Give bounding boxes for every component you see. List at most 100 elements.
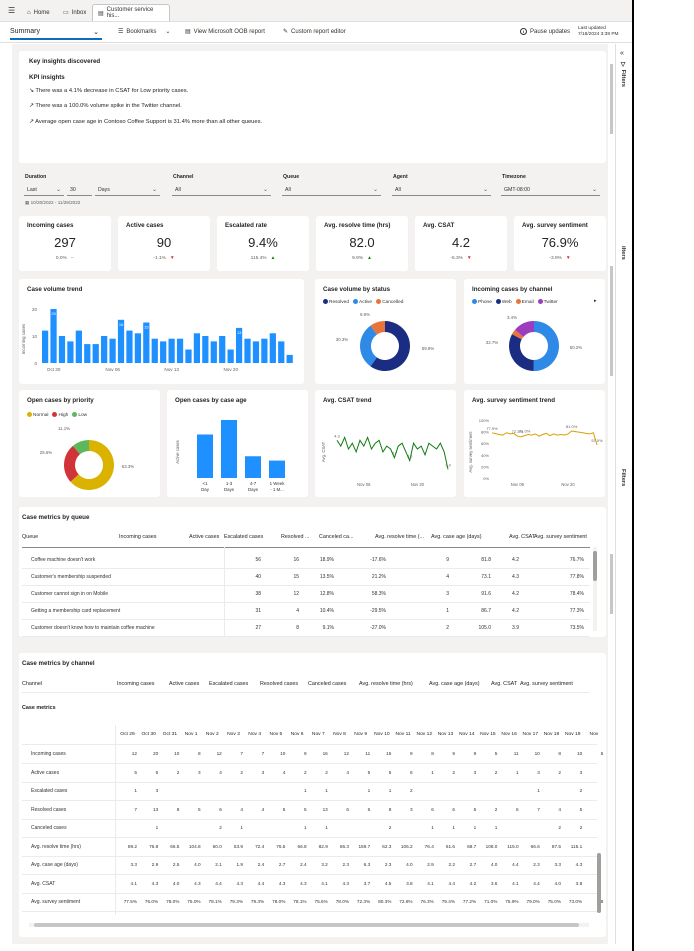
table-cell: 66.3 (339, 843, 349, 849)
filter-icon: ▽ (620, 62, 626, 70)
x-tick-label: 4-7 (250, 481, 257, 486)
table-cell: 1 (431, 769, 434, 775)
last-updated-label: Last updated (578, 26, 606, 31)
column-header: Avg. case age (days) (429, 681, 480, 687)
row-divider (22, 781, 597, 783)
pane-scrollbar[interactable] (610, 266, 613, 376)
data-label: 3.6 (407, 454, 413, 459)
agent-select[interactable]: All ⌄ (392, 185, 491, 196)
table-cell: 10 (576, 751, 583, 756)
date-header: Nov (589, 732, 599, 737)
toolbar: Summary ⌄ ☰ Bookmarks ⌄ ▤ View Microsoft OOB… (0, 23, 632, 43)
table-cell: 9 (446, 557, 449, 563)
legend-next-icon[interactable]: ▸ (594, 298, 597, 304)
table-cell: 40 (255, 574, 261, 580)
bar (58, 336, 66, 363)
table-cell: 3.3 (130, 862, 137, 867)
table-cell: 20 (152, 751, 159, 756)
table-cell: 3 (197, 769, 201, 775)
table-cell: 1 (537, 788, 540, 793)
view-oob-report-button[interactable]: ▤ View Microsoft OOB report (185, 28, 265, 36)
scrollbar-thumb[interactable] (593, 551, 597, 581)
bar (193, 333, 201, 363)
queue-select[interactable]: All ⌄ (282, 185, 381, 196)
date-header: Nov 18 (543, 732, 560, 737)
pane-scrollbar[interactable] (610, 554, 613, 614)
tab-inbox[interactable]: ▭ Inbox (58, 4, 91, 21)
channel-select[interactable]: All ⌄ (172, 185, 271, 196)
table-cell: 9 (409, 751, 413, 756)
duration-unit-value: Days (98, 187, 110, 193)
chevron-down-icon: ⌄ (165, 29, 171, 35)
table-cell: 4.1 (130, 880, 137, 886)
bar (197, 434, 213, 478)
table-cell: 73.0% (568, 899, 583, 904)
oob-label: View Microsoft OOB report (193, 28, 265, 35)
scrollbar-thumb[interactable] (34, 923, 579, 927)
case-volume-chart: Incoming cases 20 10 0 20 16 15 13 Oct 30 Nov 06 N… (21, 307, 293, 372)
table-cell: 4.3 (194, 880, 201, 886)
pause-updates-button[interactable]: ǁ Pause updates (520, 28, 570, 35)
date-range: ▦ 10/30/2022 - 11/28/2022 (25, 200, 80, 206)
bar (151, 338, 158, 363)
horizontal-scrollbar[interactable] (29, 923, 589, 927)
bar (50, 309, 57, 363)
row-label: Avg. resolve time (hrs) (31, 843, 81, 850)
timezone-select[interactable]: GMT-08:00 ⌄ (501, 185, 600, 196)
table-cell: 5 (494, 751, 498, 756)
hamburger-icon[interactable]: ☰ (8, 6, 16, 15)
tab-customer-service[interactable]: ▤ Customer service his... (92, 4, 170, 21)
donut-slice (72, 440, 89, 455)
date-header: Nov 13 (437, 732, 454, 737)
table-cell: 2.4 (300, 862, 307, 867)
channel-donut-chart: 50.2% 32.7% 3.4% (486, 315, 582, 371)
table-cell: 1 (155, 825, 159, 830)
y-axis-label: Active cases (175, 440, 180, 464)
filters-pane[interactable]: « ▽ Filters ilters Filters (610, 44, 632, 944)
x-tick-label: Nov 06 (105, 367, 120, 372)
column-header: Resolved ... (281, 534, 310, 540)
table-cell: 6 (409, 769, 413, 775)
table-cell: -17.6% (370, 557, 386, 563)
summary-dropdown[interactable]: Summary ⌄ (10, 25, 102, 40)
row-divider (22, 800, 597, 801)
collapse-icon[interactable]: « (620, 50, 624, 57)
custom-report-editor-button[interactable]: ✎ Custom report editor (283, 28, 346, 36)
column-header: Incoming cases (117, 681, 155, 687)
chart-title: Incoming cases by channel (472, 286, 553, 293)
trend-down-icon: ▼ (466, 256, 472, 261)
queue-table-card: Case metrics by queue Queue Incoming case… (19, 507, 606, 637)
table-cell: 4.1 (321, 880, 328, 886)
table-title: Case metrics by queue (22, 514, 90, 521)
insights-subtitle: KPI insights (29, 74, 65, 81)
bookmarks-button[interactable]: ☰ Bookmarks ⌄ (118, 28, 171, 36)
vertical-scrollbar[interactable] (593, 547, 597, 631)
table-cell: 2.3 (384, 862, 392, 867)
date-range-text: 10/30/2022 - 11/28/2022 (30, 200, 81, 205)
legend-label: Normal (33, 413, 49, 418)
insight-text: There was a 4.1% decrease in CSAT for Lo… (35, 88, 189, 94)
row-divider (22, 818, 597, 820)
table-cell: 13.5% (319, 574, 334, 580)
tab-home-label: Home (33, 9, 50, 16)
kpi-change-value: -3.9% (549, 256, 562, 261)
table-cell: 27 (255, 625, 261, 631)
duration-mode-select[interactable]: Last ⌄ (24, 185, 64, 196)
last-updated-value: 7/18/2024 3:38 PM (578, 32, 619, 37)
vertical-scrollbar[interactable] (597, 853, 601, 913)
column-divider (224, 547, 225, 637)
table-cell: 106.2 (400, 843, 413, 849)
tab-home[interactable]: ⌂ Home (22, 4, 55, 21)
duration-number-input[interactable]: 30 (67, 185, 92, 196)
data-label: 3.3 (445, 462, 451, 467)
table-cell: 2 (579, 788, 583, 793)
bar (42, 330, 49, 363)
table-cell: Customer's membership suspended (31, 574, 111, 580)
kpi-change: -5.3% ▼ (415, 256, 507, 261)
duration-unit-select[interactable]: Days ⌄ (95, 185, 160, 196)
row-label: Escalated cases (31, 788, 68, 794)
table-cell: 4 (296, 608, 299, 614)
pane-scrollbar[interactable] (610, 64, 613, 134)
date-header: Nov 19 (564, 732, 581, 737)
table-cell: 8 (388, 806, 392, 812)
